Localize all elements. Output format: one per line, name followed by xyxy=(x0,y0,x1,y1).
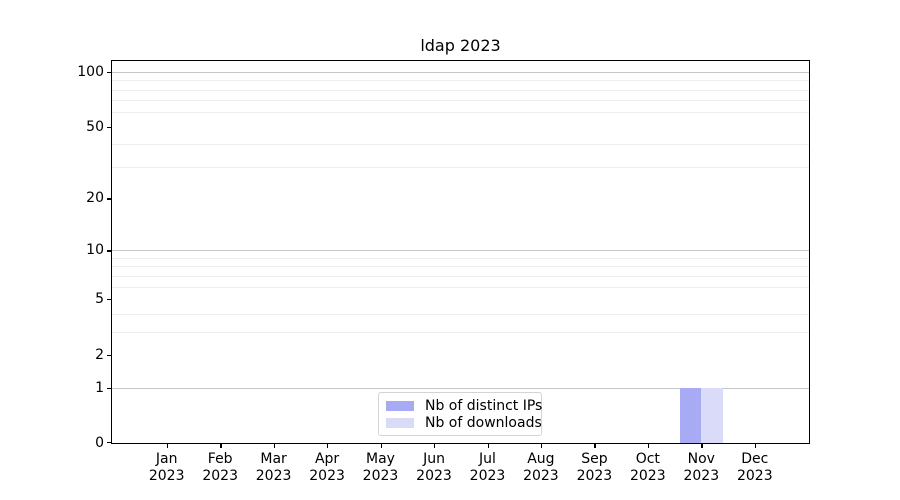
plot-area: 0 1 2 5 10 20 50 100 Jan 2023 Feb 2023 Mar 2023 Apr 202… xyxy=(77,60,810,484)
gridline-major xyxy=(112,387,809,389)
x-axis-tick-label: Mar 2023 xyxy=(255,451,292,484)
x-axis-tick-label: Aug 2023 xyxy=(523,451,559,484)
x-axis-tick-label: May 2023 xyxy=(362,451,399,484)
x-axis-tick xyxy=(647,443,650,448)
y-axis-tick xyxy=(107,250,112,252)
x-axis-tick-label: Nov 2023 xyxy=(683,451,720,484)
gridline-minor xyxy=(112,313,809,315)
y-axis-tick-label: 5 xyxy=(95,291,104,307)
y-axis-tick-label: 50 xyxy=(86,118,104,135)
legend-swatch-distinct-ips xyxy=(386,401,414,411)
legend-label-distinct-ips: Nb of distinct IPs xyxy=(425,398,543,414)
gridline-major xyxy=(112,71,809,73)
gridline-major xyxy=(112,250,809,252)
y-axis-tick-label: 0 xyxy=(95,435,104,451)
y-axis-tick xyxy=(107,299,112,301)
x-axis-tick-label: Oct 2023 xyxy=(629,451,666,484)
x-axis-tick xyxy=(220,443,222,448)
gridline-minor xyxy=(112,166,809,168)
gridline-minor xyxy=(112,266,809,268)
y-axis-tick-label: 100 xyxy=(77,63,104,80)
x-axis-tick-label: Dec 2023 xyxy=(736,451,773,484)
x-axis-tick xyxy=(273,443,275,448)
y-axis-tick xyxy=(107,126,112,129)
x-axis-tick xyxy=(487,443,489,448)
legend: Nb of distinct IPs Nb of downloads xyxy=(378,392,542,436)
x-axis-tick xyxy=(540,443,543,448)
x-axis-tick-label: Jul 2023 xyxy=(469,451,506,484)
x-axis-tick xyxy=(380,443,382,448)
gridline-minor xyxy=(112,144,809,146)
gridline-minor xyxy=(112,112,809,114)
x-axis-tick-label: Sep 2023 xyxy=(576,451,613,484)
legend-swatch-downloads xyxy=(386,418,414,428)
x-axis-tick xyxy=(327,443,329,448)
bar-distinct-ips xyxy=(679,387,702,443)
x-axis-tick-label: Apr 2023 xyxy=(309,451,345,484)
x-axis-tick xyxy=(754,443,757,448)
legend-entry-distinct-ips: Nb of distinct IPs xyxy=(386,398,542,414)
y-axis-tick-label: 10 xyxy=(86,242,104,259)
y-axis-tick xyxy=(107,442,112,444)
gridline-minor xyxy=(112,286,809,288)
x-axis-tick xyxy=(434,443,436,448)
y-axis-tick xyxy=(107,71,112,74)
x-axis-tick-label: Jan 2023 xyxy=(148,451,185,484)
y-axis-tick xyxy=(107,354,112,357)
gridline-minor xyxy=(112,275,809,277)
gridline-minor xyxy=(112,80,809,82)
y-axis-tick-label: 2 xyxy=(95,346,104,363)
gridline-minor xyxy=(112,89,809,91)
x-axis-tick-label: Feb 2023 xyxy=(202,451,238,484)
chart-title: ldap 2023 xyxy=(420,36,501,55)
bar-downloads xyxy=(701,387,723,443)
gridline-minor xyxy=(112,100,809,102)
y-axis-tick-label: 1 xyxy=(95,379,104,396)
y-axis-tick xyxy=(107,198,112,200)
gridline-minor xyxy=(112,257,809,259)
x-axis-tick-label: Jun 2023 xyxy=(416,451,452,484)
gridline-minor xyxy=(112,331,809,333)
y-axis-tick-label: 20 xyxy=(86,190,104,207)
legend-entry-downloads: Nb of downloads xyxy=(386,415,542,431)
x-axis-tick xyxy=(166,443,169,448)
legend-label-downloads: Nb of downloads xyxy=(425,415,542,431)
x-axis-tick xyxy=(594,443,596,448)
x-axis-tick xyxy=(701,443,703,448)
y-axis-tick xyxy=(107,387,112,389)
